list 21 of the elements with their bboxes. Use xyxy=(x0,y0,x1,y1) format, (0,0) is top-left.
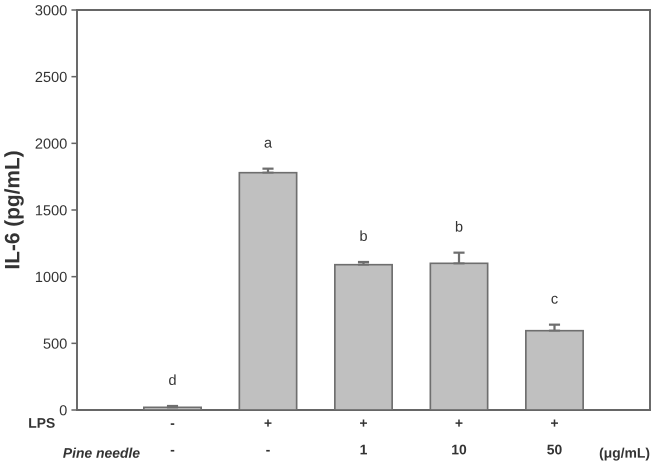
annotation: b xyxy=(456,221,462,232)
category-label: + 10 xyxy=(452,420,466,454)
text: (μg/mL) xyxy=(600,448,650,461)
y-tick-label: 1500 xyxy=(36,205,67,216)
annotation: b xyxy=(360,230,367,242)
annotation: a xyxy=(264,140,272,148)
y-tick-label: 3000 xyxy=(35,5,67,16)
category-label: - - xyxy=(170,423,174,452)
category-label: + 50 xyxy=(547,420,562,454)
annotation: d xyxy=(169,374,176,386)
category-label: + - xyxy=(264,420,272,452)
text: LPS xyxy=(29,418,55,428)
annotation: c xyxy=(551,296,558,304)
y-tick-label: 500 xyxy=(44,338,67,349)
y-tick-label: 0 xyxy=(60,405,67,416)
text: Pine needle xyxy=(63,448,140,458)
category-label: + 1 xyxy=(360,420,367,454)
y-tick-label: 1000 xyxy=(36,272,67,282)
y-tick-label: 2500 xyxy=(36,72,67,82)
y-tick-label: 2000 xyxy=(36,138,67,149)
y-axis-title: IL-6 (pg/mL) xyxy=(4,151,24,268)
